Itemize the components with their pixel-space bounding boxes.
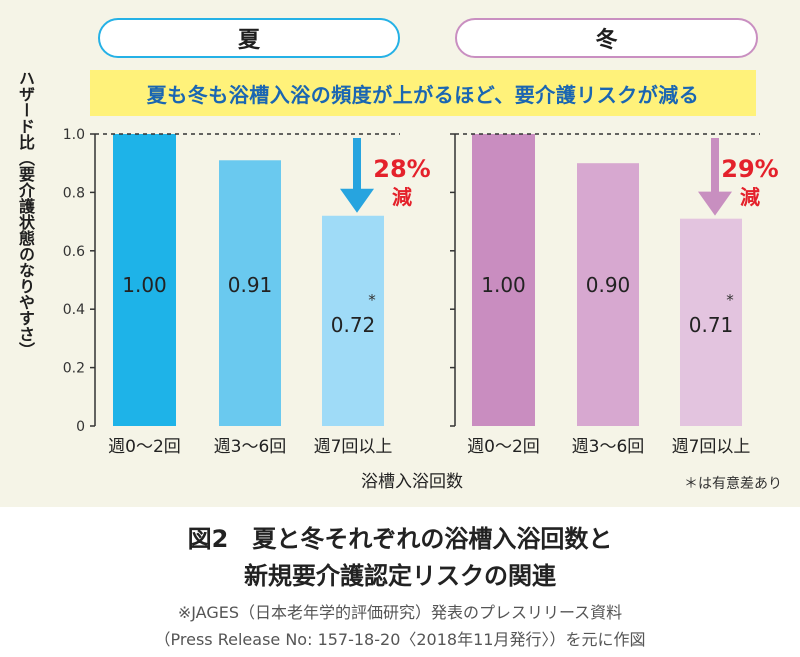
y-tick-label: 1.0 xyxy=(63,127,85,143)
y-tick-label: 0.4 xyxy=(63,302,85,318)
winter-category-label: 週3～6回 xyxy=(572,437,645,457)
headline-banner: 夏も冬も浴槽入浴の頻度が上がるほど、要介護リスクが減る xyxy=(90,70,756,116)
winter-reduction-percent: 29% xyxy=(721,155,778,183)
y-tick-label: 0.8 xyxy=(63,185,85,201)
summer-value-label: 0.91 xyxy=(228,273,273,297)
winter-value-label: 0.71 xyxy=(689,313,734,337)
winter-category-label: 週0～2回 xyxy=(467,437,540,457)
source-line-1: ※JAGES（日本老年学的評価研究）発表のプレスリリース資料 xyxy=(177,603,623,622)
winter-bar xyxy=(577,163,639,426)
winter-panel-title: 冬 xyxy=(455,18,758,58)
summer-reduction-arrow-shaft xyxy=(353,138,361,191)
winter-value-label: 0.90 xyxy=(586,273,631,297)
winter-bar xyxy=(472,134,535,426)
summer-category-label: 週0～2回 xyxy=(108,437,181,457)
x-axis-label: 浴槽入浴回数 xyxy=(361,472,463,492)
summer-reduction-suffix: 減 xyxy=(392,185,412,209)
chart-canvas: 00.20.40.60.81.01.00 0.910.72*28%減週0～2回 週3… xyxy=(63,127,782,492)
source-note: ※JAGES（日本老年学的評価研究）発表のプレスリリース資料 （Press Re… xyxy=(0,599,800,653)
summer-value-label: 1.00 xyxy=(122,273,167,297)
winter-value-label: 1.00 xyxy=(481,273,526,297)
winter-reduction-arrow-head xyxy=(698,191,732,216)
winter-bar xyxy=(680,218,742,426)
source-line-2: （Press Release No: 157-18-20〈2018年11月発行〉… xyxy=(154,630,646,649)
summer-bar xyxy=(113,134,176,426)
summer-category-label: 週7回以上 xyxy=(314,437,393,457)
y-axis-label: ハザード比（要介護状態のなりやすさ） xyxy=(16,70,35,358)
summer-significance-mark: * xyxy=(368,291,376,309)
y-tick-label: 0.2 xyxy=(63,361,85,377)
summer-bar xyxy=(322,215,384,426)
summer-reduction-arrow-head xyxy=(340,188,374,213)
summer-panel-title: 夏 xyxy=(98,18,400,58)
figure-caption: 図2 夏と冬それぞれの浴槽入浴回数と 新規要介護認定リスクの関連 xyxy=(0,521,800,595)
summer-category-label: 週3～6回 xyxy=(214,437,287,457)
summer-bar xyxy=(219,160,281,426)
winter-category-label: 週7回以上 xyxy=(672,437,751,457)
winter-reduction-suffix: 減 xyxy=(740,185,760,209)
summer-reduction-percent: 28% xyxy=(373,155,430,183)
y-tick-label: 0 xyxy=(76,419,85,435)
y-tick-label: 0.6 xyxy=(63,244,85,260)
caption-line-1: 図2 夏と冬それぞれの浴槽入浴回数と xyxy=(187,525,613,553)
winter-reduction-arrow-shaft xyxy=(711,138,719,194)
summer-value-label: 0.72 xyxy=(331,313,376,337)
winter-significance-mark: * xyxy=(726,291,734,309)
significance-note: ＊は有意差あり xyxy=(684,475,782,492)
caption-line-2: 新規要介護認定リスクの関連 xyxy=(244,562,556,590)
